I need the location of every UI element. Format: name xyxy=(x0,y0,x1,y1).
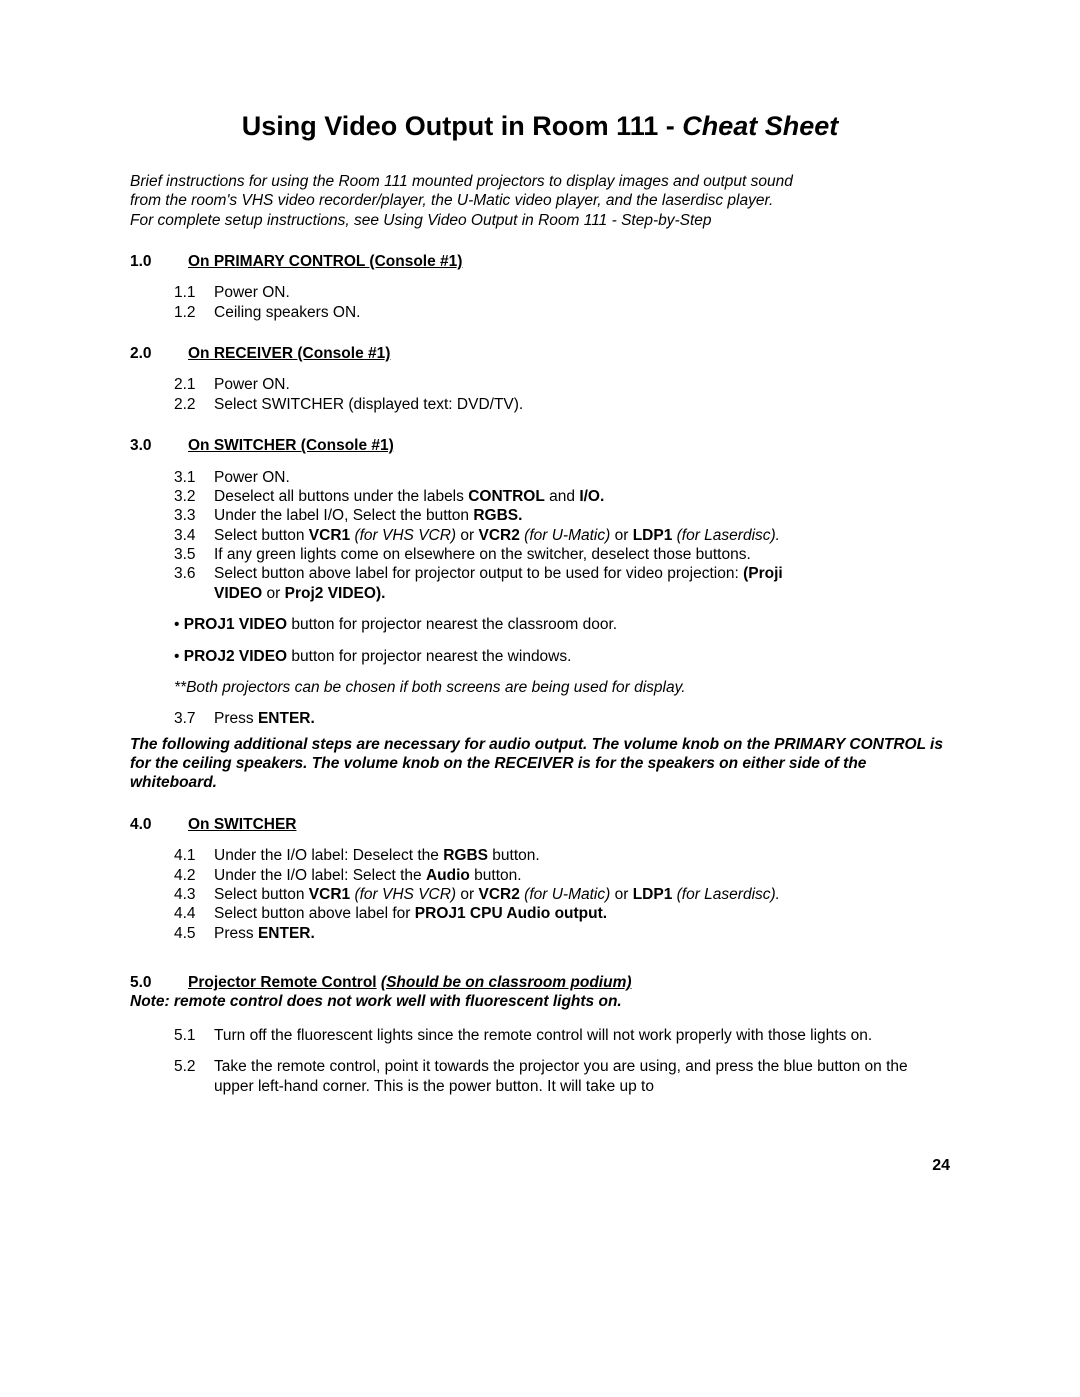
title-plain: Using Video Output in Room 111 - xyxy=(242,111,683,141)
section-1-label: On PRIMARY CONTROL (Console #1) xyxy=(188,253,462,270)
bullet-proj1: • PROJ1 VIDEO button for projector neare… xyxy=(174,615,950,634)
title-italic: Cheat Sheet xyxy=(682,111,838,141)
section-5-head: 5.0Projector Remote Control (Should be o… xyxy=(130,973,950,992)
step-5-1: 5.1Turn off the fluorescent lights since… xyxy=(174,1026,950,1045)
page-title: Using Video Output in Room 111 - Cheat S… xyxy=(130,110,950,144)
section-5-num: 5.0 xyxy=(130,973,188,992)
section-3-head: 3.0On SWITCHER (Console #1) xyxy=(130,436,950,455)
both-projectors-note: **Both projectors can be chosen if both … xyxy=(174,678,950,697)
step-3-6: 3.6Select button above label for project… xyxy=(174,564,950,603)
intro-l2: from the room's VHS video recorder/playe… xyxy=(130,191,950,210)
section-5-steps: 5.1Turn off the fluorescent lights since… xyxy=(174,1026,950,1096)
step-4-3: 4.3Select button VCR1 (for VHS VCR) or V… xyxy=(174,885,950,904)
step-4-2: 4.2Under the I/O label: Select the Audio… xyxy=(174,866,950,885)
step-3-4: 3.4Select button VCR1 (for VHS VCR) or V… xyxy=(174,526,950,545)
section-5-label2: (Should be on classroom podium) xyxy=(381,974,632,991)
section-1-num: 1.0 xyxy=(130,252,188,271)
section-4-num: 4.0 xyxy=(130,815,188,834)
step-3-5: 3.5If any green lights come on elsewhere… xyxy=(174,545,950,564)
section-1-steps: 1.1Power ON. 1.2Ceiling speakers ON. xyxy=(174,283,950,322)
step-3-7: 3.7Press ENTER. xyxy=(174,709,950,728)
section-1-head: 1.0On PRIMARY CONTROL (Console #1) xyxy=(130,252,950,271)
step-4-1: 4.1Under the I/O label: Deselect the RGB… xyxy=(174,846,950,865)
section-2-num: 2.0 xyxy=(130,344,188,363)
section-3-steps-b: 3.7Press ENTER. xyxy=(174,709,950,728)
page-number: 24 xyxy=(130,1156,950,1176)
section-3-num: 3.0 xyxy=(130,436,188,455)
step-1-1: 1.1Power ON. xyxy=(174,283,950,302)
section-4-label: On SWITCHER xyxy=(188,816,297,833)
intro-l3: For complete setup instructions, see Usi… xyxy=(130,211,950,230)
section-3-bullets: • PROJ1 VIDEO button for projector neare… xyxy=(174,615,950,666)
section-2-head: 2.0On RECEIVER (Console #1) xyxy=(130,344,950,363)
intro-block: Brief instructions for using the Room 11… xyxy=(130,172,950,230)
intro-l1: Brief instructions for using the Room 11… xyxy=(130,172,950,191)
step-3-1: 3.1Power ON. xyxy=(174,468,950,487)
step-2-2: 2.2Select SWITCHER (displayed text: DVD/… xyxy=(174,395,950,414)
section-5-label: Projector Remote Control xyxy=(188,974,377,991)
section-4-steps: 4.1Under the I/O label: Deselect the RGB… xyxy=(174,846,950,943)
step-4-4: 4.4Select button above label for PROJ1 C… xyxy=(174,904,950,923)
step-2-1: 2.1Power ON. xyxy=(174,375,950,394)
step-1-2: 1.2Ceiling speakers ON. xyxy=(174,303,950,322)
section-2-label: On RECEIVER (Console #1) xyxy=(188,345,390,362)
audio-note: The following additional steps are neces… xyxy=(130,735,950,793)
step-5-2: 5.2Take the remote control, point it tow… xyxy=(174,1057,950,1096)
step-3-2: 3.2Deselect all buttons under the labels… xyxy=(174,487,950,506)
step-4-5: 4.5Press ENTER. xyxy=(174,924,950,943)
section-3-label: On SWITCHER (Console #1) xyxy=(188,437,394,454)
section-2-steps: 2.1Power ON. 2.2Select SWITCHER (display… xyxy=(174,375,950,414)
step-3-3: 3.3Under the label I/O, Select the butto… xyxy=(174,506,950,525)
section-5-note: Note: remote control does not work well … xyxy=(130,992,950,1011)
section-4-head: 4.0On SWITCHER xyxy=(130,815,950,834)
section-3-steps: 3.1Power ON. 3.2Deselect all buttons und… xyxy=(174,468,950,604)
bullet-proj2: • PROJ2 VIDEO button for projector neare… xyxy=(174,647,950,666)
